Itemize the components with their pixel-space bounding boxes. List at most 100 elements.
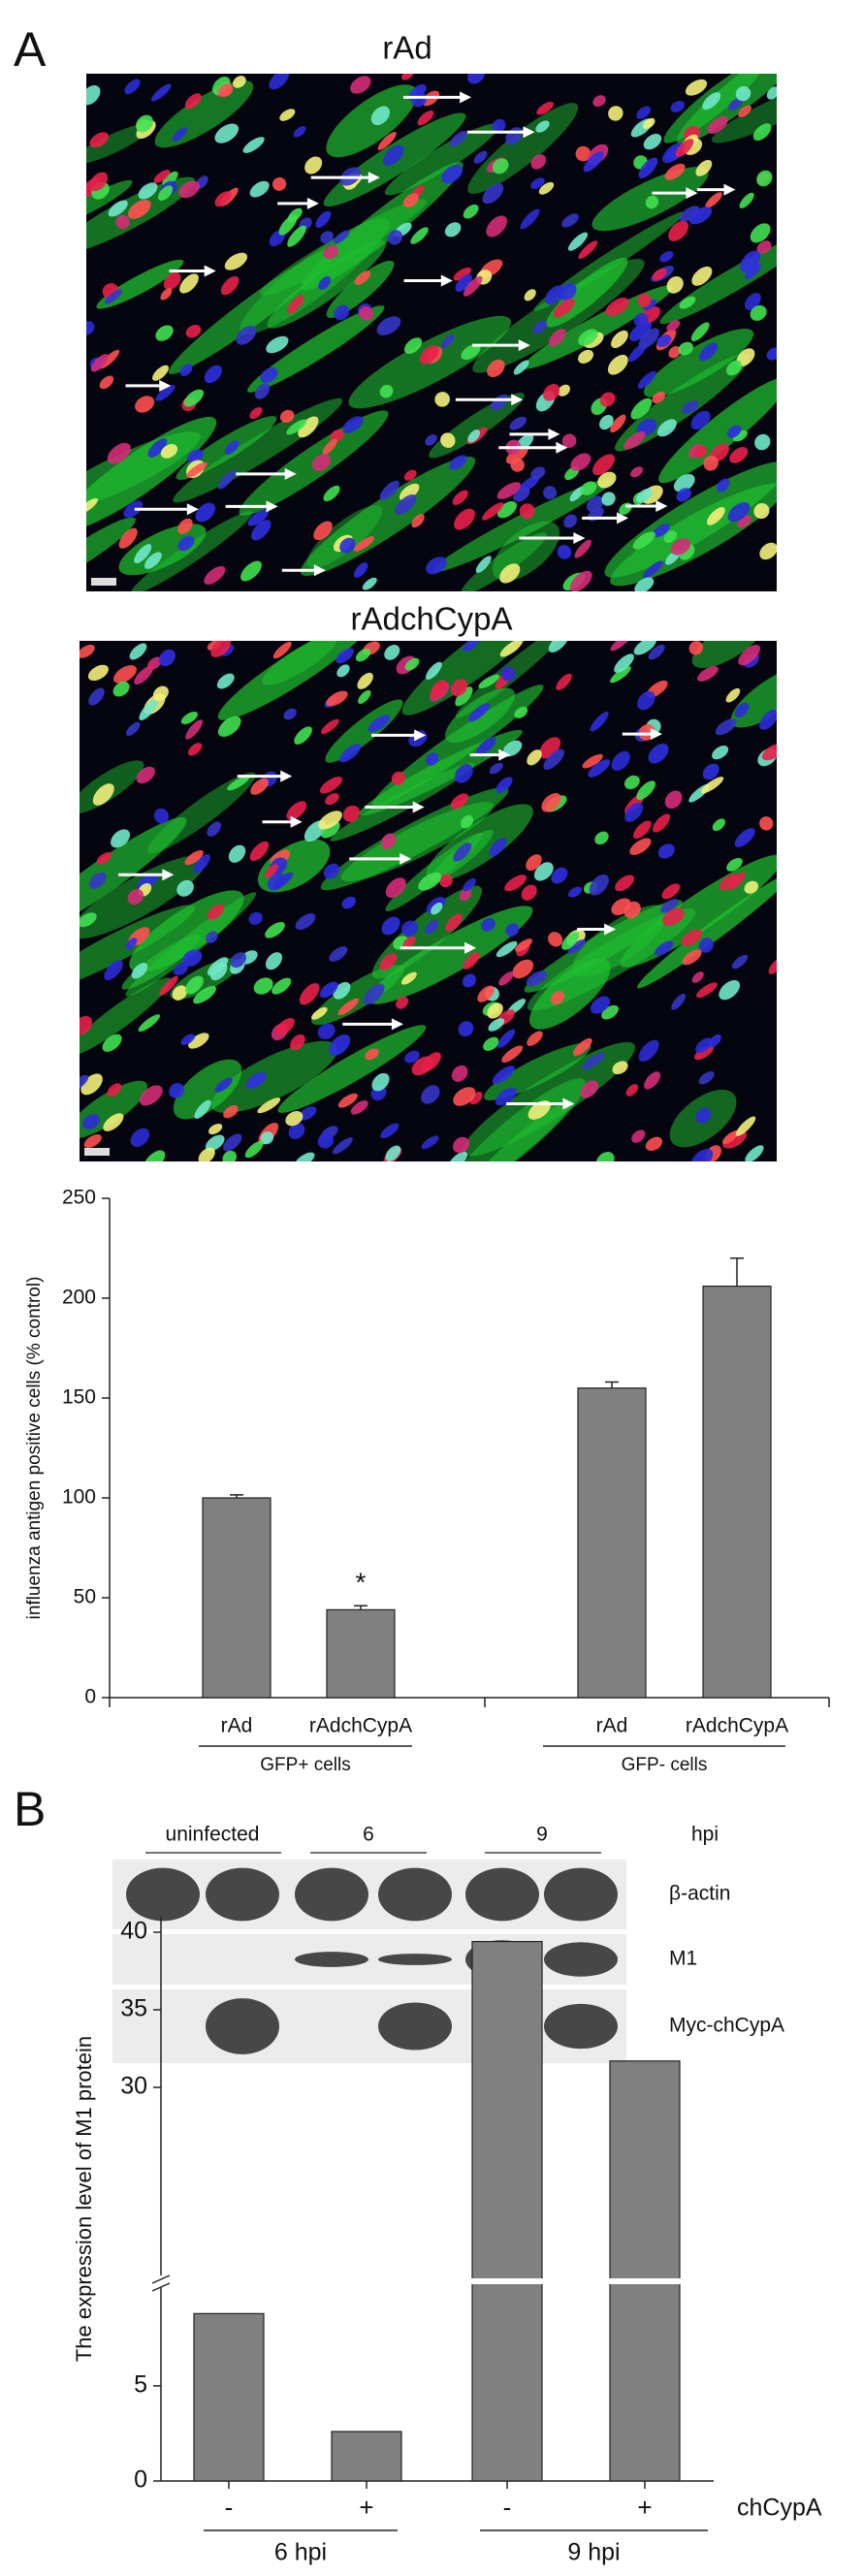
nucleus [144,1150,166,1161]
nucleus [136,114,153,133]
nucleus [656,334,672,348]
nucleus [330,429,344,442]
nucleus [217,716,241,738]
cell-body [384,123,499,196]
scale-bar [91,578,116,586]
nucleus [505,923,520,937]
nucleus [86,321,95,335]
nucleus [173,963,188,975]
nucleus [664,790,683,810]
y-axis-label: influenza antigen positive cells (% cont… [24,1277,45,1620]
nucleus [706,506,725,525]
nucleus [505,445,528,464]
nucleus [734,828,755,847]
cell-body [711,81,777,143]
blot-unit-label: hpi [691,1824,719,1846]
nucleus [643,133,662,150]
nucleus [452,490,468,505]
nucleus [702,92,721,111]
nucleus [556,673,572,691]
cell-body [691,641,765,669]
nucleus [162,171,178,186]
nucleus [186,461,208,478]
nucleus [519,503,535,520]
nucleus [206,931,218,943]
nucleus [385,1145,401,1161]
nucleus [400,971,417,985]
nucleus [727,501,751,523]
blot-band [544,1867,618,1922]
nucleus [350,1100,368,1115]
nucleus [693,445,708,459]
nucleus [698,1070,715,1085]
nucleus [682,400,699,414]
blot-row-label: Myc-chCypA [669,2015,784,2037]
nucleus [655,940,674,956]
nucleus [186,449,204,463]
nucleus [90,354,109,372]
nucleus [712,745,729,760]
arrow-head [186,503,199,516]
nucleus [513,360,529,375]
nucleus [482,502,504,521]
nucleus [342,805,361,822]
cell-body [210,1040,338,1113]
arrow-head [280,770,293,782]
x-tick-label: + [359,2493,373,2522]
nucleus [582,753,603,769]
nucleus [357,672,373,689]
nucleus [153,808,169,824]
nucleus [169,1083,185,1098]
nucleus [652,391,666,403]
nucleus [625,1084,639,1097]
nucleus [379,480,400,501]
arrow-head [204,265,216,277]
nucleus [467,429,481,443]
y-tick-label: 0 [134,2466,147,2494]
nucleus [294,1152,315,1161]
nucleus [467,703,491,722]
nucleus [553,299,575,318]
nucleus [112,682,130,697]
nucleus [715,718,737,736]
nucleus [664,163,686,180]
nucleus [198,1147,215,1161]
nucleus [526,854,542,871]
nucleus [679,296,696,309]
nucleus [575,145,591,162]
nucleus [728,872,746,890]
cell-body [86,416,217,531]
nucleus [489,762,503,775]
bar-break [470,2278,544,2284]
nucleus [615,875,635,892]
x-tick-label: - [503,2493,512,2522]
nucleus [629,321,652,341]
nucleus [204,365,222,384]
nucleus [214,191,232,207]
nucleus [208,1123,223,1135]
nucleus [691,266,713,286]
nucleus [92,783,114,806]
nucleus [125,938,138,950]
nucleus [125,721,141,737]
nucleus [445,913,463,932]
nucleus [668,345,682,359]
blot-band [206,1998,279,2054]
arrow-head [306,197,319,209]
nucleus [315,210,332,228]
nucleus [434,392,450,407]
arrow-head [573,532,586,545]
nucleus [492,158,509,175]
nucleus [113,665,137,684]
nucleus [342,416,364,433]
nucleus [193,854,210,874]
nucleus [160,444,178,459]
nucleus [638,1039,659,1063]
nucleus [260,367,278,384]
nucleus [426,557,447,575]
nucleus [638,157,658,178]
nucleus [107,442,131,464]
nucleus [404,657,420,671]
arrow-head [650,728,662,741]
